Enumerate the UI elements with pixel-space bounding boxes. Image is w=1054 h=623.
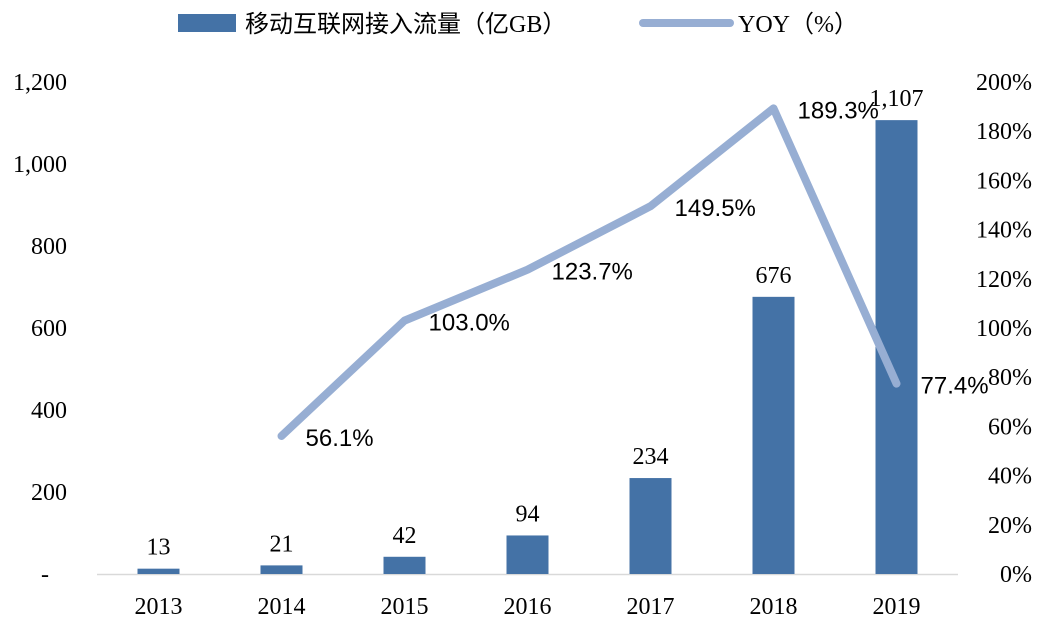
y-left-tick-label: 200 (31, 480, 67, 506)
bar-value-label: 13 (147, 535, 171, 561)
x-tick-label: 2016 (504, 594, 552, 620)
y-left-tick-label: 600 (31, 316, 67, 342)
bar (137, 568, 180, 574)
bars (137, 120, 918, 574)
y-right-tick-label: 80% (988, 365, 1032, 391)
y-right-tick-label: 40% (988, 464, 1032, 490)
y-right-tick-label: 20% (988, 513, 1032, 539)
bar-value-label: 234 (633, 444, 669, 470)
yoy-value-label: 189.3% (798, 97, 879, 124)
x-tick-label: 2015 (381, 594, 429, 620)
y-left-tick-label: 1,200 (13, 70, 67, 96)
yoy-value-label: 103.0% (429, 310, 510, 337)
y-right-tick-label: 160% (976, 168, 1032, 194)
x-tick-label: 2014 (258, 594, 306, 620)
y-right-tick-label: 180% (976, 119, 1032, 145)
bar (629, 478, 672, 574)
x-tick-label: 2017 (627, 594, 675, 620)
x-tick-label: 2019 (873, 594, 921, 620)
y-left-tick-label: 400 (31, 398, 67, 424)
legend-swatch-bar (178, 14, 236, 32)
yoy-value-label: 77.4% (921, 373, 989, 400)
yoy-value-label: 56.1% (306, 425, 374, 452)
legend-label-yoy: YOY（%） (738, 12, 858, 38)
yoy-value-label: 123.7% (552, 259, 633, 286)
y-right-tick-label: 200% (976, 70, 1032, 96)
y-right-tick-label: 100% (976, 316, 1032, 342)
legend-label-traffic: 移动互联网接入流量（亿GB） (245, 11, 566, 38)
y-left-tick-label: 800 (31, 234, 67, 260)
y-left-tick-label: 1,000 (13, 152, 67, 178)
y-right-tick-label: 0% (1000, 562, 1032, 588)
bar-value-label: 94 (516, 501, 540, 527)
yoy-line-group (277, 104, 901, 440)
data-labels: 13 21 42 94 234 676 1,107 56.1% 103.0% 123.7% 149.… (147, 86, 989, 561)
y-right-tick-label: 60% (988, 414, 1032, 440)
bar-value-label: 1,107 (870, 86, 924, 112)
axes: - 200 400 600 800 1,000 1,200 0% 20% 40% 60% 80% 100… (13, 70, 1032, 620)
x-tick-label: 2018 (750, 594, 798, 620)
bar-value-label: 676 (756, 263, 792, 289)
bar-value-label: 42 (393, 523, 417, 549)
bar (506, 535, 549, 574)
yoy-value-label: 149.5% (675, 195, 756, 222)
yoy-line (277, 104, 901, 440)
y-right-tick-label: 120% (976, 267, 1032, 293)
legend: 移动互联网接入流量（亿GB） YOY（%） (178, 11, 858, 38)
x-tick-label: 2013 (135, 594, 183, 620)
bar (383, 556, 426, 574)
y-right-tick-label: 140% (976, 218, 1032, 244)
y-left-tick-label: - (41, 562, 49, 588)
bar (260, 565, 303, 574)
bar (752, 296, 795, 574)
bar-value-label: 21 (270, 531, 294, 557)
